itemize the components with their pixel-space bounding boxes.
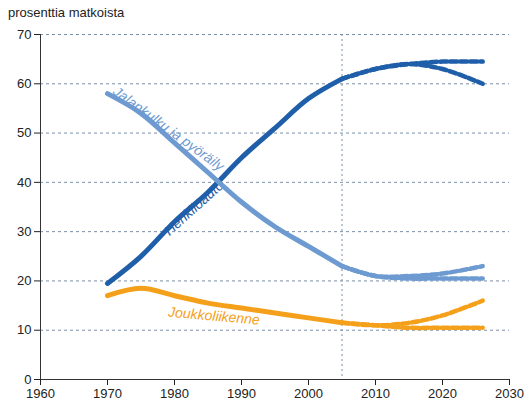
- svg-text:Jalankulku ja pyöräily: Jalankulku ja pyöräily: [109, 82, 228, 174]
- svg-text:50: 50: [17, 125, 31, 140]
- svg-text:40: 40: [17, 175, 31, 190]
- svg-text:10: 10: [17, 322, 31, 337]
- svg-text:20: 20: [17, 273, 31, 288]
- svg-text:70: 70: [17, 27, 31, 42]
- svg-text:1990: 1990: [227, 386, 256, 401]
- svg-text:1980: 1980: [160, 386, 189, 401]
- svg-text:2000: 2000: [294, 386, 323, 401]
- html-text:prosenttia matkoista: prosenttia matkoista: [8, 5, 125, 20]
- svg-text:1970: 1970: [93, 386, 122, 401]
- svg-text:30: 30: [17, 224, 31, 239]
- svg-text:0: 0: [24, 372, 31, 387]
- svg-text:2010: 2010: [361, 386, 390, 401]
- svg-text:2030: 2030: [495, 386, 524, 401]
- svg-text:Henkilöauto: Henkilöauto: [161, 177, 227, 239]
- svg-text:Joukkoliikenne: Joukkoliikenne: [167, 304, 261, 328]
- svg-text:60: 60: [17, 76, 31, 91]
- svg-text:1960: 1960: [26, 386, 55, 401]
- svg-text:2020: 2020: [428, 386, 457, 401]
